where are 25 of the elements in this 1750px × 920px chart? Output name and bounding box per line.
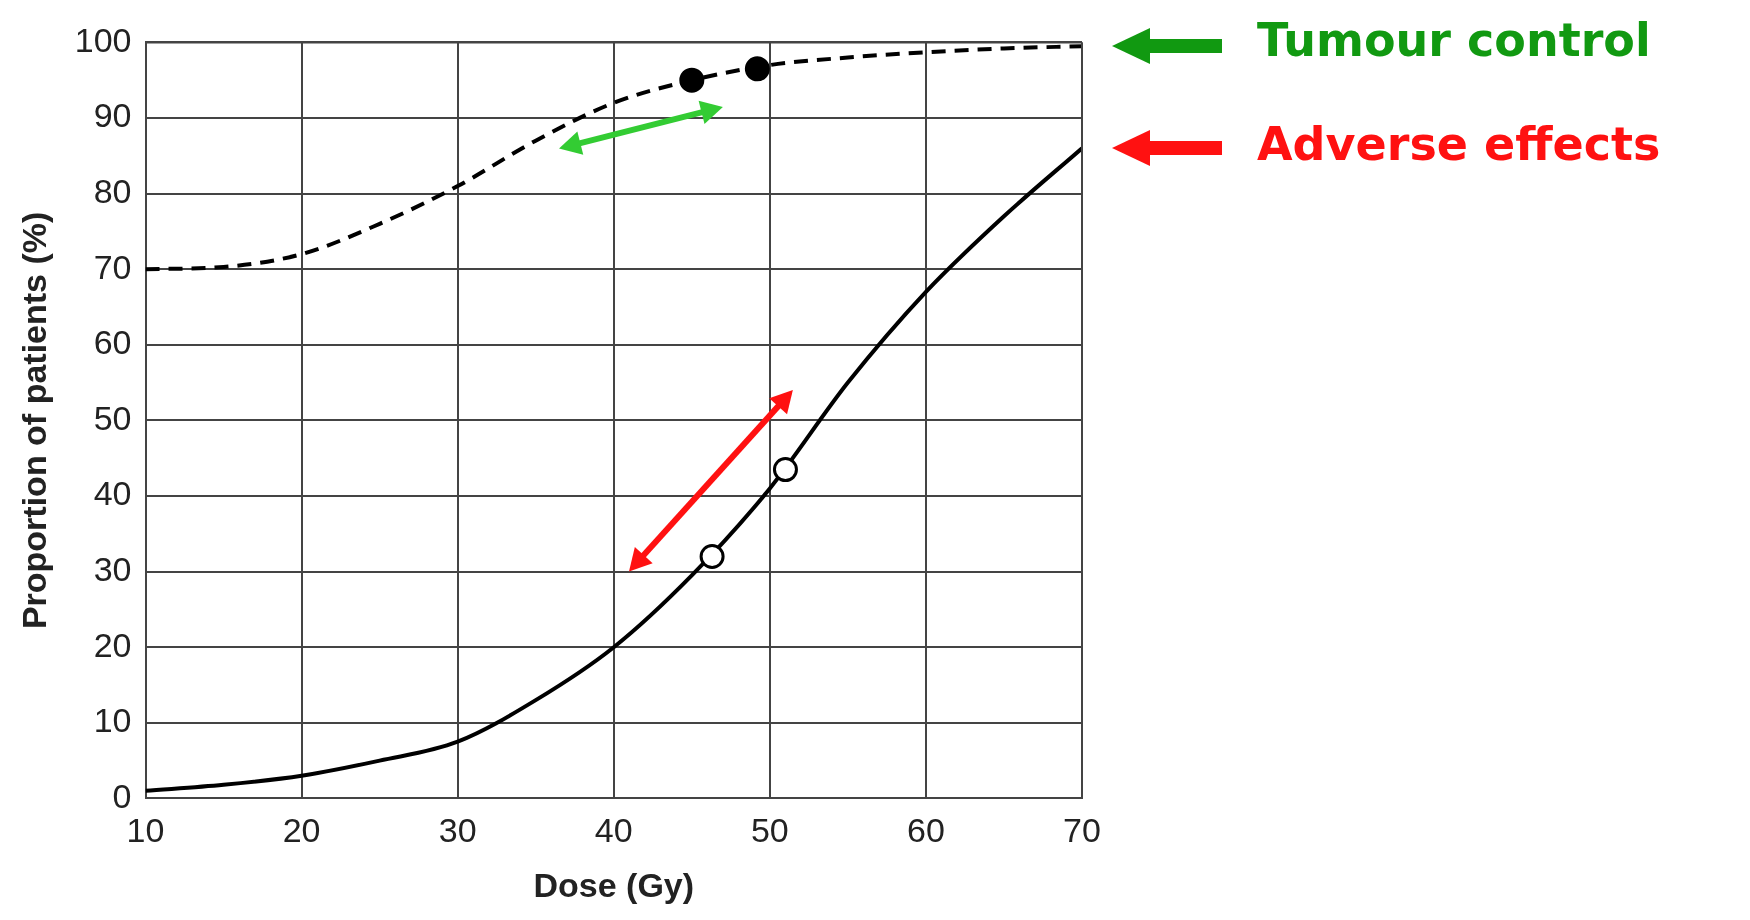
y-axis-title: Proportion of patients (%) bbox=[14, 211, 53, 630]
line-series bbox=[145, 146, 1082, 793]
y-tick-label: 20 bbox=[93, 625, 132, 664]
text: Tumour control bbox=[1257, 13, 1651, 68]
y-tick-label: 30 bbox=[93, 549, 132, 588]
y-tick-label: 100 bbox=[74, 20, 132, 59]
point bbox=[699, 543, 725, 569]
point bbox=[744, 56, 770, 82]
x-axis-title: Dose (Gy) bbox=[533, 865, 695, 904]
x-tick-label: 50 bbox=[750, 811, 789, 850]
x-tick-label: 20 bbox=[282, 811, 321, 850]
y-tick-label: 80 bbox=[93, 171, 132, 210]
y-tick-label: 60 bbox=[93, 323, 132, 362]
y-tick-label: 10 bbox=[93, 701, 132, 740]
y-tick-label: 90 bbox=[93, 96, 132, 135]
x-tick-label: 70 bbox=[1063, 811, 1101, 850]
y-tick-label: 70 bbox=[93, 247, 132, 286]
x-tick-label: 60 bbox=[907, 811, 945, 850]
y-tick-label: 40 bbox=[93, 474, 132, 513]
text: Adverse effects bbox=[1257, 117, 1661, 172]
x-tick-label: 30 bbox=[438, 811, 477, 850]
point bbox=[772, 457, 798, 483]
x-tick-label: 40 bbox=[594, 811, 633, 850]
point bbox=[679, 67, 705, 93]
y-tick-label: 50 bbox=[93, 398, 132, 437]
